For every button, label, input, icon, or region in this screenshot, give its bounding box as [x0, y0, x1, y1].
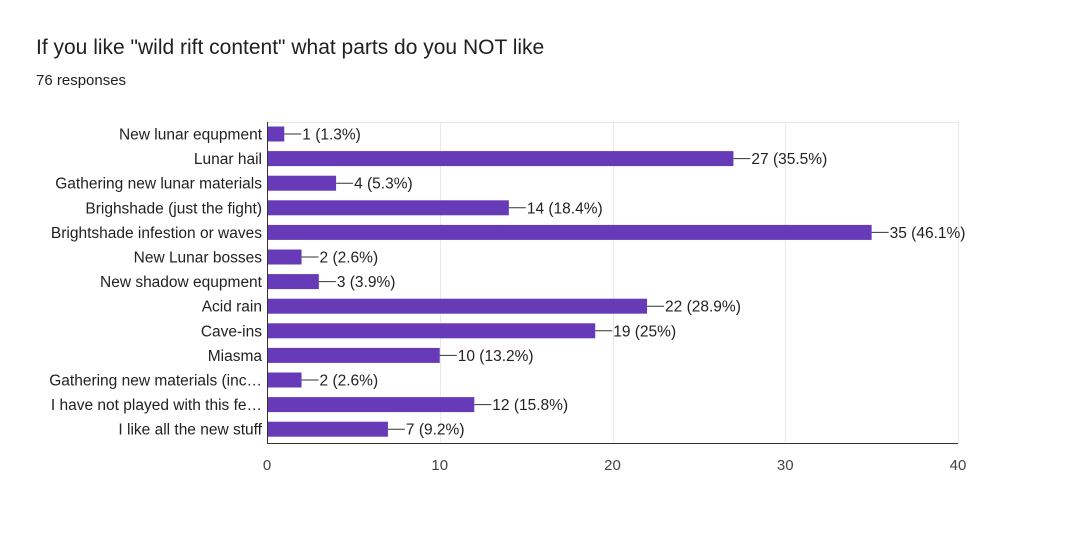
data-label: 19 (25%): [613, 323, 676, 340]
bar: [267, 298, 648, 314]
x-tick-label: 40: [950, 457, 967, 474]
category-label: Brightshade infestion or waves: [51, 225, 262, 242]
bar: [267, 126, 285, 142]
data-label: 35 (46.1%): [890, 225, 966, 242]
bar: [267, 224, 872, 240]
data-label: 4 (5.3%): [354, 176, 413, 193]
bar: [267, 175, 337, 191]
data-label: 3 (3.9%): [337, 274, 396, 291]
x-tick-label: 10: [431, 457, 448, 474]
x-tick-label: 20: [604, 457, 621, 474]
bar: [267, 323, 596, 339]
bars: [267, 126, 872, 437]
category-label: Gathering new lunar materials: [55, 176, 262, 193]
data-label: 12 (15.8%): [492, 397, 568, 414]
x-tick-label: 0: [263, 457, 271, 474]
data-label: 22 (28.9%): [665, 299, 741, 316]
category-label: Miasma: [208, 348, 263, 365]
data-label: 7 (9.2%): [406, 422, 465, 439]
category-label: Lunar hail: [194, 151, 262, 168]
chart-title: If you like "wild rift content" what par…: [36, 36, 545, 59]
x-tick-label: 30: [777, 457, 794, 474]
bar: [267, 249, 302, 265]
category-label: I like all the new stuff: [118, 422, 262, 439]
bar: [267, 397, 475, 413]
axes: [267, 122, 958, 444]
bar: [267, 274, 319, 290]
category-label: New shadow equpment: [100, 274, 263, 291]
bar: [267, 421, 388, 437]
bar: [267, 347, 440, 363]
category-label: Gathering new materials (inc…: [49, 373, 262, 390]
data-label: 2 (2.6%): [320, 373, 379, 390]
category-label: Brighshade (just the fight): [85, 200, 262, 217]
data-label: 2 (2.6%): [320, 250, 379, 267]
category-label: Cave-ins: [201, 323, 262, 340]
data-label: 1 (1.3%): [302, 127, 361, 144]
category-label: New lunar equpment: [119, 127, 263, 144]
category-label: I have not played with this fe…: [51, 397, 262, 414]
bar: [267, 372, 302, 388]
bar: [267, 200, 509, 216]
response-count: 76 responses: [36, 72, 127, 89]
labels: 0 10 20 30 40 New lunar equpment 1 (1.3%) Lunar…: [49, 127, 966, 475]
data-label: 10 (13.2%): [458, 348, 534, 365]
category-label: New Lunar bosses: [134, 250, 263, 267]
data-label: 14 (18.4%): [527, 200, 603, 217]
data-label: 27 (35.5%): [751, 151, 827, 168]
bar: [267, 151, 734, 167]
category-label: Acid rain: [202, 299, 262, 316]
grid-lines: [267, 122, 959, 443]
